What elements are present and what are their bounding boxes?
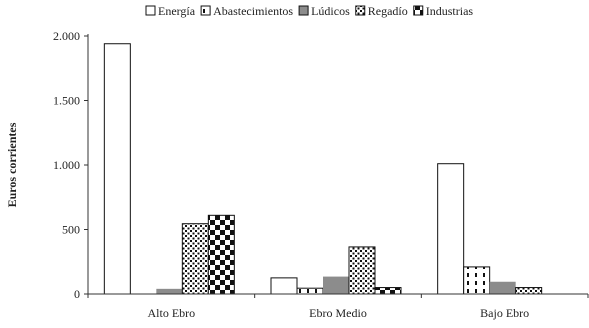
y-tick-label: 2.000 [53, 29, 80, 43]
bar-gray [156, 288, 183, 294]
bar-dashes [296, 287, 324, 295]
bar-white [437, 163, 465, 295]
x-axis: Alto Ebro Ebro Medio Bajo Ebro [87, 293, 589, 320]
bar-checker [374, 287, 402, 295]
y-tick-label: 500 [62, 223, 80, 237]
x-category-label: Ebro Medio [309, 306, 367, 320]
legend-label: Industrias [426, 4, 474, 18]
y-tick-label: 1.000 [53, 158, 80, 172]
chart-legend: Energía Abastecimientos Lúdicos Regadío Indu… [145, 4, 474, 18]
y-axis-title: Euros corrientes [5, 122, 19, 207]
bar-white [103, 43, 131, 295]
legend-label: Abastecimientos [213, 4, 293, 18]
bar-dots [181, 223, 209, 295]
legend-swatch [413, 5, 424, 16]
legend-label: Lúdicos [311, 4, 350, 18]
legend-item: Regadío [355, 4, 408, 18]
y-axis: 0 500 1.000 1.500 2.000 [53, 29, 89, 301]
bar-gray [323, 276, 349, 294]
legend-item: Energía [145, 4, 196, 18]
bar-checker [207, 214, 235, 295]
legend-swatch [355, 5, 366, 16]
x-category-label: Alto Ebro [147, 306, 195, 320]
legend-swatch [298, 5, 309, 16]
x-category-label: Bajo Ebro [480, 306, 529, 320]
legend-swatch [145, 5, 156, 16]
legend-label: Regadío [368, 4, 408, 18]
y-tick-label: 1.500 [53, 94, 80, 108]
legend-swatch [200, 5, 211, 16]
legend-item: Abastecimientos [200, 4, 293, 18]
legend-item: Lúdicos [298, 4, 350, 18]
bar-dots [515, 287, 543, 295]
bar-gray [489, 281, 516, 294]
bars-group [103, 43, 543, 295]
bar-dots [348, 246, 376, 295]
bar-white [270, 277, 298, 295]
bar-dashes [463, 266, 491, 295]
legend-label: Energía [158, 4, 196, 18]
legend-item: Industrias [413, 4, 474, 18]
y-tick-label: 0 [74, 287, 80, 301]
